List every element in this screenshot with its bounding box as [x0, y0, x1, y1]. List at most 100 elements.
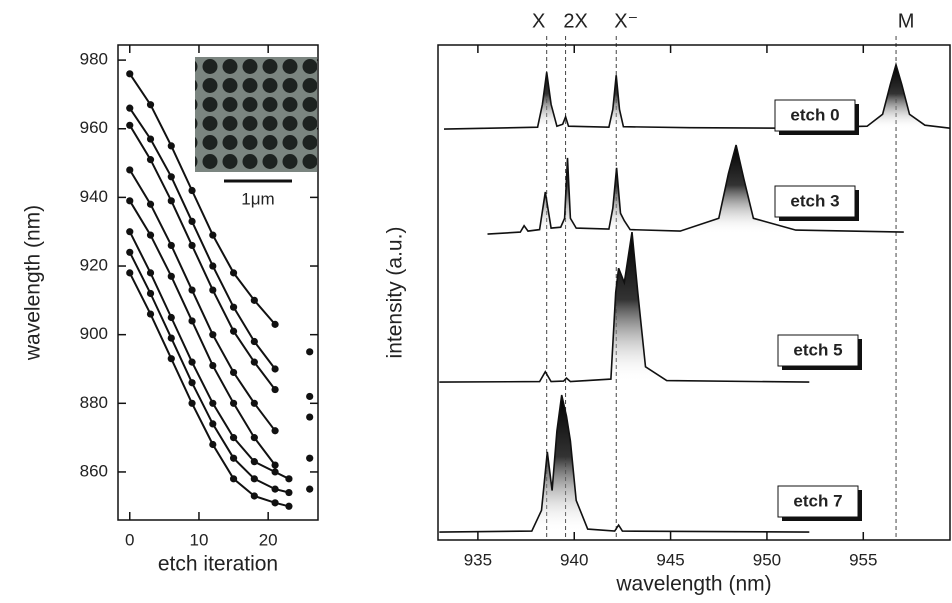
point — [188, 241, 196, 250]
point — [306, 454, 314, 462]
y-tick-label: 920 — [80, 256, 108, 275]
x-axis-title: etch iteration — [158, 553, 278, 576]
point — [209, 420, 217, 428]
y-tick-label: 940 — [80, 187, 108, 206]
point — [271, 320, 279, 328]
point — [271, 365, 279, 373]
scale-label: 1μm — [241, 189, 274, 208]
series-line — [130, 201, 310, 489]
point — [229, 475, 238, 483]
label-box — [777, 485, 859, 518]
point — [209, 262, 217, 270]
point — [285, 475, 293, 483]
point — [209, 440, 217, 449]
annotation: M — [898, 10, 915, 32]
point — [229, 399, 238, 407]
annotation: X — [532, 10, 545, 32]
y-tick-label: 900 — [80, 324, 108, 343]
point — [306, 413, 314, 421]
x-tick-label: 0 — [125, 530, 134, 549]
series-line — [439, 394, 810, 533]
point — [209, 286, 217, 294]
point — [167, 355, 175, 363]
point — [250, 296, 258, 304]
point — [126, 121, 134, 129]
label-box — [774, 99, 856, 132]
series-label: etch 5 — [793, 340, 842, 359]
point — [126, 166, 134, 174]
point — [126, 70, 134, 78]
point — [146, 269, 155, 277]
series-line — [439, 231, 810, 383]
point — [167, 313, 175, 322]
x-tick-label: 10 — [190, 530, 209, 549]
point — [229, 327, 238, 335]
point — [167, 197, 175, 205]
y-tick-label: 980 — [80, 50, 108, 69]
point — [146, 156, 155, 164]
point — [146, 231, 155, 239]
point — [146, 310, 155, 318]
point — [188, 317, 196, 325]
x-axis-title: wavelength (nm) — [615, 573, 771, 596]
plot-frame — [437, 44, 951, 541]
point — [188, 358, 196, 366]
point — [126, 248, 134, 256]
spectrum-fill — [444, 64, 950, 130]
annotation: 2X — [563, 10, 587, 32]
point — [167, 334, 175, 342]
plot-frame — [117, 44, 319, 521]
spectrum-fill — [439, 232, 810, 383]
point — [271, 468, 279, 476]
point — [209, 361, 217, 370]
point — [285, 488, 293, 497]
series-line — [128, 272, 290, 508]
point — [306, 392, 314, 401]
point — [250, 399, 258, 407]
series-label: etch 0 — [790, 105, 839, 124]
point — [209, 399, 217, 407]
point — [250, 337, 258, 346]
point — [146, 101, 155, 109]
series-line — [487, 144, 904, 235]
point — [167, 173, 175, 181]
point — [285, 502, 293, 510]
y-axis-title: intensity (a.u.) — [384, 227, 407, 359]
point — [188, 379, 196, 387]
point — [250, 458, 258, 466]
series-label: etch 7 — [793, 491, 842, 510]
point — [271, 461, 279, 469]
y-axis-title: wavelength (nm) — [22, 205, 45, 361]
point — [229, 434, 238, 442]
y-tick-label: 880 — [80, 393, 108, 412]
x-tick-label: 955 — [849, 550, 877, 569]
point — [250, 358, 258, 366]
point — [167, 142, 175, 150]
y-tick-label: 960 — [80, 118, 108, 137]
point — [229, 454, 238, 462]
series-line — [128, 251, 290, 494]
point — [271, 427, 279, 435]
point — [306, 485, 314, 493]
point — [167, 241, 175, 250]
label-box — [774, 185, 856, 218]
y-tick-label: 860 — [80, 461, 108, 480]
inset-image — [195, 57, 317, 172]
point — [126, 269, 134, 277]
x-tick-label: 935 — [464, 550, 492, 569]
point — [271, 485, 279, 493]
x-tick-label: 945 — [656, 550, 684, 569]
point — [229, 368, 238, 377]
inset: 1μm — [195, 57, 317, 208]
point — [229, 269, 238, 277]
point — [126, 228, 134, 236]
point — [250, 434, 258, 442]
point — [188, 217, 196, 226]
spectrum-fill — [439, 395, 810, 533]
point — [146, 135, 155, 143]
x-tick-label: 950 — [753, 550, 781, 569]
x-tick-label: 940 — [560, 550, 588, 569]
point — [188, 399, 196, 407]
point — [146, 289, 155, 298]
